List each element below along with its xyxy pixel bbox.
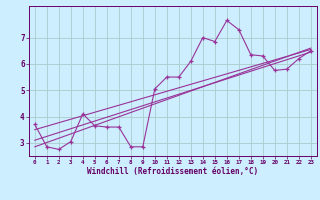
X-axis label: Windchill (Refroidissement éolien,°C): Windchill (Refroidissement éolien,°C) [87,167,258,176]
